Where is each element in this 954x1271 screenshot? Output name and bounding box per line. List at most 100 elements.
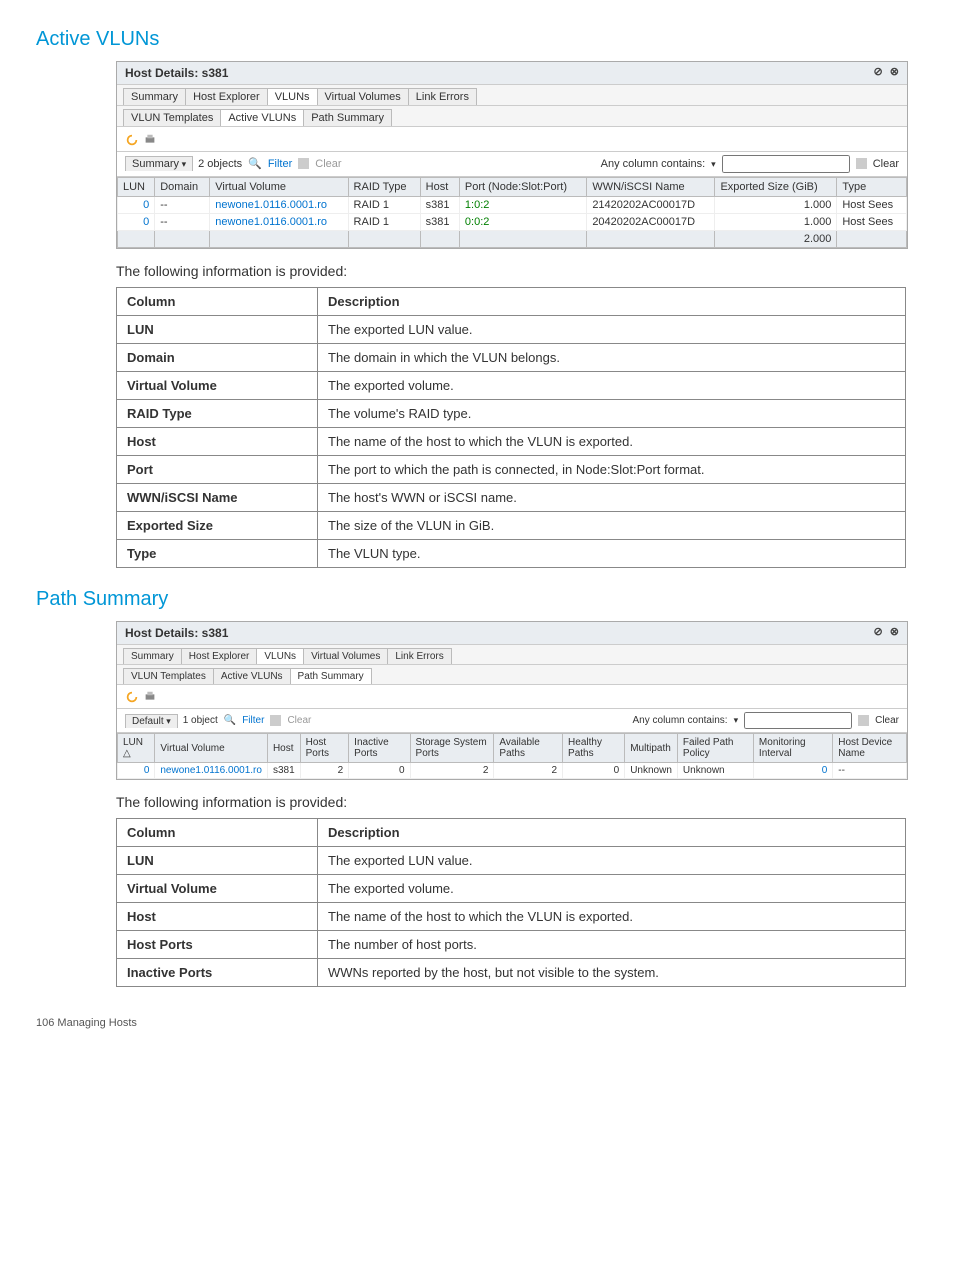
col-size[interactable]: Exported Size (GiB) xyxy=(715,177,837,196)
cell-raid: RAID 1 xyxy=(348,213,420,230)
filter-icon[interactable]: 🔍 xyxy=(248,157,262,170)
clear-link[interactable]: Clear xyxy=(287,715,311,726)
cell-host: s381 xyxy=(420,213,459,230)
tab-virtual-volumes[interactable]: Virtual Volumes xyxy=(317,88,409,105)
col-inactive[interactable]: Inactive Ports xyxy=(349,734,410,763)
tab-path-summary[interactable]: Path Summary xyxy=(290,668,372,684)
cell-vv[interactable]: newone1.0116.0001.ro xyxy=(210,196,348,213)
col-wwn[interactable]: WWN/iSCSI Name xyxy=(587,177,715,196)
cell-inactive: 0 xyxy=(349,763,410,779)
col-hdn[interactable]: Host Device Name xyxy=(833,734,907,763)
tab-path-summary[interactable]: Path Summary xyxy=(303,109,392,126)
object-count: 2 objects xyxy=(198,158,242,170)
cell-hports: 2 xyxy=(300,763,349,779)
footer-total-size: 2.000 xyxy=(715,230,837,247)
table-row[interactable]: 0 -- newone1.0116.0001.ro RAID 1 s381 1:… xyxy=(118,196,907,213)
print-icon[interactable] xyxy=(143,133,157,147)
eraser-icon-right[interactable] xyxy=(858,715,869,726)
eraser-icon[interactable] xyxy=(270,715,281,726)
collapse-expand-icons[interactable]: ⊘ ⊗ xyxy=(874,65,902,78)
tab-row-1: SummaryHost ExplorerVLUNsVirtual Volumes… xyxy=(117,645,907,665)
col-multipath[interactable]: Multipath xyxy=(625,734,678,763)
tab-active-vluns[interactable]: Active VLUNs xyxy=(220,109,304,126)
column-caret[interactable] xyxy=(734,715,739,726)
print-icon[interactable] xyxy=(143,690,157,704)
tab-active-vluns[interactable]: Active VLUNs xyxy=(213,668,291,684)
cell-wwn: 21420202AC00017D xyxy=(587,196,715,213)
col-type[interactable]: Type xyxy=(837,177,907,196)
clear-right[interactable]: Clear xyxy=(875,715,899,726)
cell-vv[interactable]: newone1.0116.0001.ro xyxy=(155,763,268,779)
col-host[interactable]: Host xyxy=(420,177,459,196)
desc-hdr-desc: Description xyxy=(318,819,906,847)
col-vv[interactable]: Virtual Volume xyxy=(155,734,268,763)
cell-port: 1:0:2 xyxy=(459,196,586,213)
tab-vluns[interactable]: VLUNs xyxy=(267,88,318,105)
clear-link[interactable]: Clear xyxy=(315,158,341,170)
toolbar xyxy=(117,127,907,152)
desc-label: WWN/iSCSI Name xyxy=(117,483,318,511)
column-caret[interactable] xyxy=(711,158,716,170)
col-ssports[interactable]: Storage System Ports xyxy=(410,734,494,763)
cell-failed: Unknown xyxy=(677,763,753,779)
cell-avail: 2 xyxy=(494,763,563,779)
panel-title-text: Host Details: s381 xyxy=(125,66,228,80)
col-avail[interactable]: Available Paths xyxy=(494,734,563,763)
tab-summary[interactable]: Summary xyxy=(123,648,182,664)
filter-link[interactable]: Filter xyxy=(268,158,292,170)
tab-vlun-templates[interactable]: VLUN Templates xyxy=(123,109,221,126)
cell-vv[interactable]: newone1.0116.0001.ro xyxy=(210,213,348,230)
desc-label: Exported Size xyxy=(117,511,318,539)
desc-label: LUN xyxy=(117,847,318,875)
desc-value: The domain in which the VLUN belongs. xyxy=(318,343,906,371)
refresh-icon[interactable] xyxy=(125,133,139,147)
filter-dropdown[interactable]: Default xyxy=(125,714,178,728)
tab-summary[interactable]: Summary xyxy=(123,88,186,105)
path-summary-table: LUN △ Virtual Volume Host Host Ports Ina… xyxy=(117,733,907,779)
col-hports[interactable]: Host Ports xyxy=(300,734,349,763)
table-row[interactable]: 0 newone1.0116.0001.ro s381 2 0 2 2 0 Un… xyxy=(118,763,907,779)
collapse-expand-icons[interactable]: ⊘ ⊗ xyxy=(874,625,902,638)
refresh-icon[interactable] xyxy=(125,690,139,704)
desc-value: The exported volume. xyxy=(318,875,906,903)
desc-value: The exported LUN value. xyxy=(318,847,906,875)
filter-input[interactable] xyxy=(722,155,850,173)
panel-title-text: Host Details: s381 xyxy=(125,626,228,640)
filter-icon[interactable]: 🔍 xyxy=(224,715,236,726)
clear-right[interactable]: Clear xyxy=(873,158,899,170)
filter-dropdown[interactable]: Summary xyxy=(125,156,193,171)
cell-domain: -- xyxy=(155,196,210,213)
col-host[interactable]: Host xyxy=(267,734,300,763)
col-monint[interactable]: Monitoring Interval xyxy=(753,734,832,763)
filter-input[interactable] xyxy=(744,712,852,729)
col-raid[interactable]: RAID Type xyxy=(348,177,420,196)
cell-lun: 0 xyxy=(118,196,155,213)
col-lun[interactable]: LUN xyxy=(118,177,155,196)
filter-row: Summary 2 objects 🔍 Filter Clear Any col… xyxy=(117,152,907,177)
desc-value: The number of host ports. xyxy=(318,931,906,959)
desc-label: LUN xyxy=(117,315,318,343)
followup-text-1: The following information is provided: xyxy=(116,263,918,279)
col-port[interactable]: Port (Node:Slot:Port) xyxy=(459,177,586,196)
col-vv[interactable]: Virtual Volume xyxy=(210,177,348,196)
col-failed[interactable]: Failed Path Policy xyxy=(677,734,753,763)
tab-link-errors[interactable]: Link Errors xyxy=(408,88,477,105)
tab-vluns[interactable]: VLUNs xyxy=(256,648,304,664)
filter-link[interactable]: Filter xyxy=(242,715,264,726)
eraser-icon[interactable] xyxy=(298,158,309,169)
table-row[interactable]: 0 -- newone1.0116.0001.ro RAID 1 s381 0:… xyxy=(118,213,907,230)
tab-host-explorer[interactable]: Host Explorer xyxy=(185,88,268,105)
col-domain[interactable]: Domain xyxy=(155,177,210,196)
cell-wwn: 20420202AC00017D xyxy=(587,213,715,230)
desc-label: Host xyxy=(117,427,318,455)
col-healthy[interactable]: Healthy Paths xyxy=(563,734,625,763)
tab-vlun-templates[interactable]: VLUN Templates xyxy=(123,668,214,684)
tab-virtual-volumes[interactable]: Virtual Volumes xyxy=(303,648,388,664)
desc-label: Virtual Volume xyxy=(117,371,318,399)
eraser-icon-right[interactable] xyxy=(856,158,867,169)
desc-value: The size of the VLUN in GiB. xyxy=(318,511,906,539)
panel-title: Host Details: s381 ⊘ ⊗ xyxy=(117,62,907,85)
tab-link-errors[interactable]: Link Errors xyxy=(387,648,451,664)
col-lun[interactable]: LUN △ xyxy=(118,734,155,763)
tab-host-explorer[interactable]: Host Explorer xyxy=(181,648,258,664)
